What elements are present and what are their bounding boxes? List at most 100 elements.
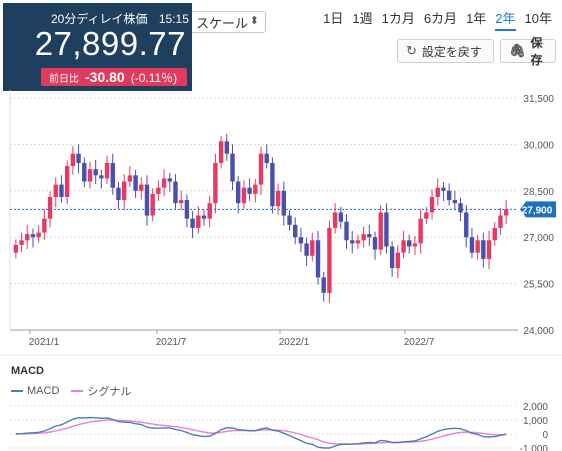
- period-tab-1[interactable]: 1週: [352, 11, 373, 26]
- period-tab-6[interactable]: 10年: [524, 11, 552, 26]
- period-tabs: 1日 1週 1カ月 6カ月 1年 2年 10年: [323, 8, 552, 31]
- save-button-label: 保存: [530, 36, 543, 67]
- candle-up: [207, 203, 212, 219]
- candle-up: [53, 184, 58, 197]
- candle-down: [230, 153, 235, 182]
- period-tab-0[interactable]: 1日: [323, 11, 344, 26]
- candle-down: [173, 181, 178, 204]
- legend-macd-label: MACD: [27, 385, 60, 397]
- candle-down: [224, 141, 229, 154]
- candle-up: [196, 215, 201, 228]
- candle-up: [258, 153, 264, 185]
- candle-down: [481, 240, 486, 259]
- candle-down: [76, 153, 81, 163]
- quote-title: 20分ディレイ株価: [51, 12, 148, 26]
- candle-down: [293, 224, 298, 238]
- candle-up: [310, 240, 315, 256]
- candle-down: [281, 190, 287, 216]
- change-percent: (-0.11％): [130, 70, 178, 85]
- candle-down: [133, 175, 138, 191]
- scale-select[interactable]: スケール ⬍: [192, 11, 266, 33]
- candle-down: [315, 240, 321, 278]
- candle-down: [110, 162, 115, 188]
- macd-legend: MACD シグナル: [11, 383, 131, 399]
- candle-down: [464, 212, 469, 238]
- candle-down: [59, 184, 64, 197]
- change-label: 前日比: [49, 73, 79, 85]
- period-tab-5[interactable]: 2年: [495, 8, 516, 31]
- candle-down: [452, 200, 458, 204]
- candle-up: [429, 196, 435, 213]
- candle-up: [355, 240, 361, 244]
- reset-settings-button[interactable]: ↻ 設定を戻す: [397, 39, 494, 63]
- candle-up: [87, 169, 93, 182]
- scale-select-label: スケール: [196, 15, 249, 31]
- quote-panel: 20分ディレイ株価 15:15 27,899.77 前日比 -30.80 (-0…: [3, 3, 192, 91]
- y-tick-label: 30,000: [523, 140, 554, 151]
- candle-up: [361, 234, 366, 241]
- candle-up: [418, 218, 423, 244]
- save-button[interactable]: 🖇 保存: [500, 36, 556, 67]
- y-tick-label: 28,500: [523, 187, 554, 198]
- reset-icon: ↻: [406, 43, 417, 58]
- x-tick-label: 2021/7: [156, 337, 187, 348]
- candle-up: [121, 181, 127, 201]
- candle-down: [264, 153, 269, 163]
- candle-up: [47, 196, 53, 219]
- candle-up: [327, 227, 332, 293]
- last-price-label: 27,900: [522, 205, 553, 216]
- candle-up: [127, 175, 133, 182]
- candle-down: [407, 240, 412, 247]
- macd-title: MACD: [11, 365, 44, 377]
- candle-up: [64, 166, 70, 197]
- period-tab-2[interactable]: 1カ月: [381, 11, 415, 26]
- candle-up: [139, 184, 144, 191]
- candle-down: [344, 221, 349, 241]
- candle-up: [435, 187, 440, 197]
- candle-up: [36, 232, 41, 238]
- period-tab-3[interactable]: 6カ月: [423, 11, 458, 26]
- candle-up: [412, 243, 418, 247]
- candle-up: [178, 200, 184, 204]
- candle-down: [235, 181, 241, 204]
- candle-up: [42, 218, 47, 233]
- quote-change-badge: 前日比 -30.80 (-0.11％): [41, 68, 187, 86]
- candle-up: [13, 244, 19, 253]
- candle-up: [150, 193, 155, 216]
- candle-up: [498, 215, 503, 228]
- candle-down: [247, 187, 252, 194]
- signal-line: [15, 419, 507, 445]
- last-price-tag: [520, 201, 556, 218]
- candle-up: [492, 227, 497, 241]
- y-tick-label: 27,000: [523, 233, 554, 244]
- change-value: -30.80: [85, 69, 125, 85]
- x-tick-label: 2022/7: [404, 337, 435, 348]
- candle-up: [218, 141, 224, 163]
- candle-up: [213, 162, 218, 204]
- quote-time: 15:15: [158, 12, 189, 26]
- candle-up: [253, 184, 258, 194]
- candle-up: [25, 234, 30, 241]
- candle-down: [458, 203, 463, 213]
- quote-header: 20分ディレイ株価 15:15: [51, 10, 189, 27]
- legend-macd: MACD: [11, 383, 59, 399]
- paperclip-icon: 🖇: [509, 43, 526, 58]
- legend-signal: シグナル: [71, 383, 131, 399]
- candle-down: [116, 187, 121, 201]
- period-tab-4[interactable]: 1年: [466, 11, 487, 26]
- candle-down: [201, 215, 207, 219]
- candle-down: [321, 277, 326, 293]
- candle-down: [93, 169, 98, 176]
- candle-up: [475, 240, 480, 253]
- candle-up: [241, 187, 247, 204]
- y-tick-label: 25,500: [523, 280, 554, 291]
- candle-down: [372, 237, 378, 250]
- candle-up: [161, 178, 167, 188]
- candle-down: [167, 178, 172, 182]
- macd-y-tick-label: 0: [542, 430, 548, 441]
- macd-y-tick-label: 1,000: [523, 416, 548, 427]
- candle-up: [104, 162, 110, 179]
- candle-up: [486, 240, 492, 259]
- y-tick-label: 31,500: [523, 94, 554, 105]
